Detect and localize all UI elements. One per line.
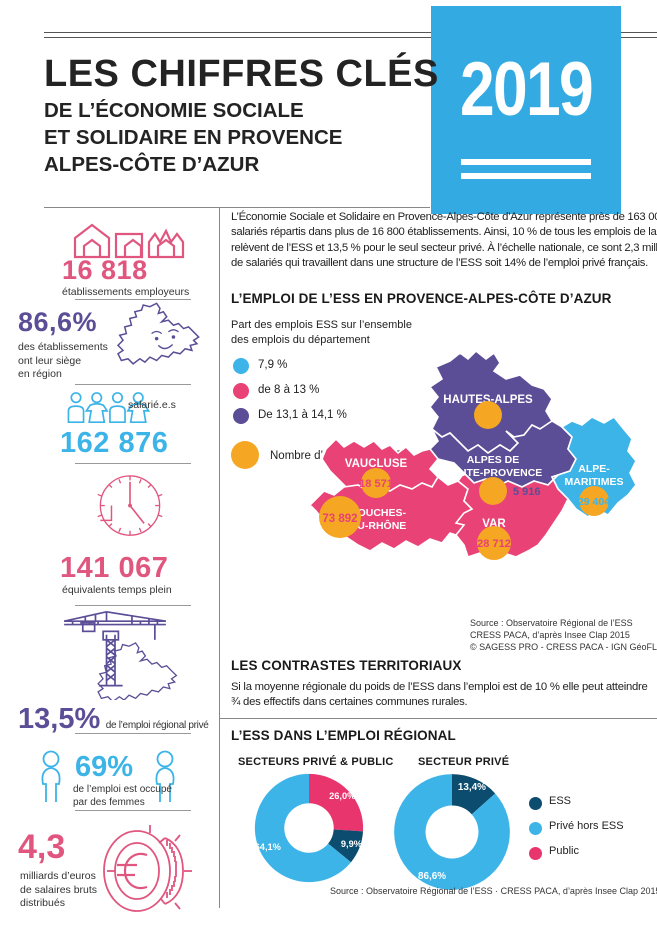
svg-text:13,4%: 13,4%: [458, 782, 486, 793]
svg-text:86,6%: 86,6%: [418, 871, 446, 882]
svg-text:6 381: 6 381: [508, 410, 536, 422]
svg-text:9,9%: 9,9%: [341, 839, 362, 849]
svg-text:73 892: 73 892: [322, 513, 357, 525]
svg-text:ALPES DE: ALPES DE: [467, 454, 520, 466]
svg-text:28 712: 28 712: [477, 538, 511, 550]
svg-text:18 571: 18 571: [359, 478, 393, 490]
svg-text:ALPE-: ALPE-: [578, 463, 610, 475]
svg-text:26,0%: 26,0%: [329, 791, 355, 801]
svg-text:64,1%: 64,1%: [255, 842, 281, 852]
svg-text:5 916: 5 916: [513, 486, 541, 498]
svg-text:29 404: 29 404: [578, 496, 610, 508]
